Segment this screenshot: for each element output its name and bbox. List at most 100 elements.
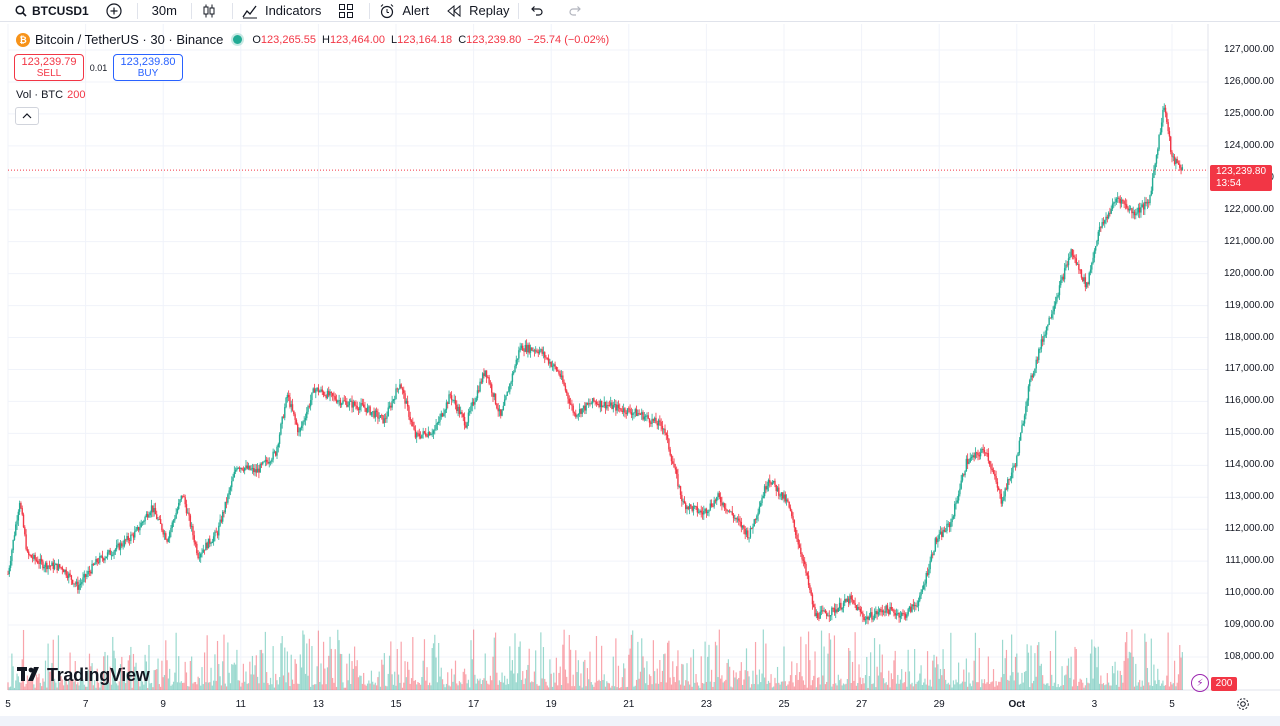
candle-body: [673, 463, 675, 468]
candle-body: [281, 416, 283, 424]
volume-bar: [571, 686, 573, 690]
chart-area[interactable]: [0, 24, 1280, 714]
candle-body: [1007, 479, 1009, 490]
candle-body: [285, 397, 287, 408]
candle-body: [15, 524, 17, 536]
candle-body: [1041, 339, 1044, 342]
price-chart[interactable]: [0, 24, 1280, 714]
candle-body: [425, 432, 427, 436]
volume-bar: [396, 648, 398, 690]
candle-body: [635, 409, 638, 416]
market-status-icon[interactable]: [233, 35, 243, 44]
volume-bar: [225, 686, 228, 690]
candle-body: [1027, 386, 1030, 401]
volume-bar: [1031, 683, 1033, 690]
price-tick-label: 113,000.00: [1224, 491, 1274, 503]
candle-body: [1180, 167, 1182, 170]
sell-button[interactable]: 123,239.79 SELL: [14, 54, 84, 81]
volume-bar: [726, 662, 728, 690]
symbol-title[interactable]: Bitcoin / TetherUS · 30 · Binance: [35, 32, 224, 47]
candle-body: [1093, 250, 1096, 258]
candle-body: [219, 519, 221, 526]
volume-bar: [128, 655, 131, 690]
candle-body: [298, 431, 300, 433]
volume-bar: [823, 646, 825, 690]
volume-bar: [717, 677, 719, 690]
volume-bar: [1172, 683, 1174, 690]
volume-bar: [470, 640, 472, 690]
compare-symbol-button[interactable]: [97, 0, 137, 22]
volume-bar: [338, 640, 340, 690]
candle-body: [983, 449, 986, 453]
volume-bar: [820, 630, 823, 690]
candle-body: [1014, 465, 1017, 467]
volume-bar: [284, 647, 286, 690]
candle-body: [260, 463, 263, 465]
volume-bar: [269, 677, 272, 690]
candle-body: [968, 462, 970, 464]
gear-icon[interactable]: [1236, 697, 1250, 711]
volume-bar: [273, 687, 276, 690]
lightning-icon[interactable]: ⚡: [1191, 674, 1209, 692]
candle-body: [408, 406, 410, 417]
volume-bar: [167, 678, 169, 690]
candle-body: [647, 415, 649, 419]
candle-body: [1071, 249, 1074, 256]
candle-body: [858, 607, 860, 609]
alert-button[interactable]: Alert: [370, 0, 437, 22]
volume-bar: [332, 677, 334, 690]
collapse-legend-button[interactable]: [15, 107, 39, 125]
volume-bar: [655, 683, 657, 690]
candle-body: [507, 391, 510, 393]
volume-bar: [906, 686, 908, 690]
candle-body: [457, 406, 459, 412]
volume-bar: [365, 685, 367, 690]
volume-bar: [928, 685, 930, 690]
volume-bar: [1073, 679, 1075, 690]
volume-legend[interactable]: Vol · BTC 200: [16, 89, 85, 101]
candle-body: [560, 375, 563, 378]
volume-bar: [527, 664, 529, 690]
volume-label: Vol · BTC: [16, 89, 64, 101]
volume-bar: [951, 687, 953, 690]
indicators-button[interactable]: Indicators: [233, 0, 329, 22]
volume-bar: [1004, 658, 1006, 690]
undo-button[interactable]: [519, 0, 559, 22]
volume-bar: [469, 687, 471, 690]
volume-bar: [1145, 641, 1147, 690]
candle-body: [156, 514, 158, 520]
layouts-button[interactable]: [329, 0, 369, 22]
chart-type-button[interactable]: [192, 0, 232, 22]
volume-bar: [493, 637, 495, 690]
redo-button[interactable]: [559, 0, 599, 22]
candle-body: [563, 382, 565, 386]
symbol-search-button[interactable]: BTCUSD1: [0, 0, 97, 22]
volume-bar: [182, 682, 184, 690]
candle-body: [1049, 317, 1052, 319]
candle-body: [881, 610, 883, 613]
candle-body: [946, 523, 948, 531]
volume-bar: [1083, 687, 1085, 690]
volume-bar: [1154, 680, 1156, 690]
volume-bar: [431, 648, 433, 690]
candle-body: [445, 402, 448, 410]
volume-bar: [171, 684, 173, 690]
volume-bar: [339, 653, 341, 690]
interval-button[interactable]: 30m: [138, 0, 191, 22]
volume-bar: [757, 684, 759, 690]
volume-bar: [601, 645, 603, 690]
volume-bar: [351, 661, 353, 690]
buy-button[interactable]: 123,239.80 BUY: [113, 54, 183, 81]
volume-bar: [103, 656, 105, 690]
candle-body: [1171, 151, 1173, 157]
volume-bar: [740, 662, 742, 690]
candle-body: [697, 512, 700, 514]
candle-body: [876, 611, 878, 615]
volume-bar: [386, 686, 388, 690]
replay-button[interactable]: Replay: [437, 0, 517, 22]
volume-bar: [413, 680, 415, 690]
candle-body: [483, 373, 485, 376]
volume-bar: [695, 674, 697, 690]
volume-bar: [324, 668, 326, 690]
candle-body: [556, 370, 559, 372]
